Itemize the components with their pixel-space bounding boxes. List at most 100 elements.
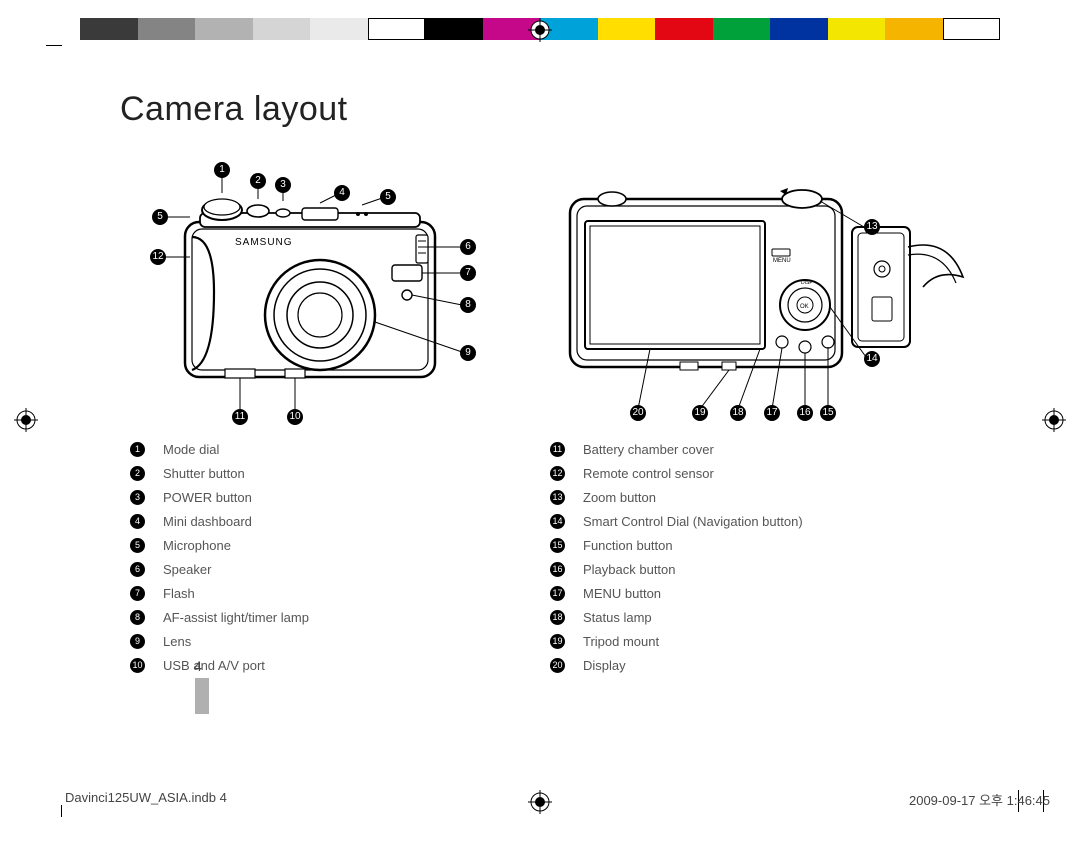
camera-back-drawing: OK DISP MENU <box>550 157 970 427</box>
svg-text:SAMSUNG: SAMSUNG <box>235 237 293 248</box>
legend-item: 15Function button <box>550 533 930 557</box>
registration-mark-left <box>14 408 38 432</box>
legend-number: 13 <box>550 490 565 505</box>
callout-number: 4 <box>334 185 350 201</box>
callout-number: 7 <box>460 265 476 281</box>
legend-item: 4 Mini dashboard <box>130 509 510 533</box>
legend-row: 1Mode dial2Shutter button3POWER button4M… <box>130 437 970 677</box>
color-swatch <box>368 18 426 40</box>
legend-label: Speaker <box>163 562 211 577</box>
legend-number: 8 <box>130 610 145 625</box>
legend-label: MENU button <box>583 586 661 601</box>
legend-number: 6 <box>130 562 145 577</box>
figure-row: SAMSUNG 1 2 3 4 <box>130 157 970 427</box>
legend-item: 11Battery chamber cover <box>550 437 930 461</box>
callout-number: 18 <box>730 405 746 421</box>
crop-line <box>46 45 62 46</box>
svg-text:DISP: DISP <box>801 280 813 286</box>
legend-item: 5 Microphone <box>130 533 510 557</box>
page-number-bar <box>195 678 209 714</box>
legend-number: 4 <box>130 514 145 529</box>
svg-text:MENU: MENU <box>773 258 791 264</box>
legend-label: Microphone <box>163 538 231 553</box>
callout-number: 20 <box>630 405 646 421</box>
callout-number: 15 <box>820 405 836 421</box>
legend-label: Zoom button <box>583 490 656 505</box>
legend-number: 12 <box>550 466 565 481</box>
color-swatch <box>770 18 828 40</box>
legend-label: Function button <box>583 538 673 553</box>
color-swatch <box>80 18 138 40</box>
legend-item: 10 USB and A/V port <box>130 653 510 677</box>
callout-number: 19 <box>692 405 708 421</box>
callout-number: 17 <box>764 405 780 421</box>
callout-number: 12 <box>150 249 166 265</box>
camera-front-drawing: SAMSUNG <box>130 157 510 427</box>
page-title: Camera layout <box>120 90 970 129</box>
legend-label: Mode dial <box>163 442 219 457</box>
legend-label: Playback button <box>583 562 676 577</box>
legend-item: 18Status lamp <box>550 605 930 629</box>
camera-front-figure: SAMSUNG 1 2 3 4 <box>130 157 510 427</box>
legend-label: Tripod mount <box>583 634 659 649</box>
legend-item: 6 Speaker <box>130 557 510 581</box>
legend-item: 13 Zoom button <box>550 485 930 509</box>
legend-number: 9 <box>130 634 145 649</box>
color-swatch <box>195 18 253 40</box>
footer-timestamp: 2009-09-17 오후 1:46:45 <box>909 790 1050 809</box>
legend-label: Mini dashboard <box>163 514 252 529</box>
color-swatch <box>828 18 886 40</box>
legend-number: 2 <box>130 466 145 481</box>
svg-text:OK: OK <box>800 304 809 310</box>
callout-number: 14 <box>864 351 880 367</box>
page-content: Camera layout <box>110 70 970 677</box>
crop-line <box>61 805 62 817</box>
legend-item: 19 Tripod mount <box>550 629 930 653</box>
registration-mark-right <box>1042 408 1066 432</box>
legend-label: Remote control sensor <box>583 466 714 481</box>
color-swatch <box>885 18 943 40</box>
color-swatch <box>425 18 483 40</box>
callout-number: 13 <box>864 219 880 235</box>
callout-number: 9 <box>460 345 476 361</box>
legend-label: USB and A/V port <box>163 658 265 673</box>
legend-item: 12 Remote control sensor <box>550 461 930 485</box>
legend-label: Display <box>583 658 626 673</box>
legend-number: 7 <box>130 586 145 601</box>
legend-item: 8 AF-assist light/timer lamp <box>130 605 510 629</box>
callout-number: 5 <box>380 189 396 205</box>
legend-number: 11 <box>550 442 565 457</box>
callout-number: 10 <box>287 409 303 425</box>
callout-number: 2 <box>250 173 266 189</box>
legend-number: 14 <box>550 514 565 529</box>
legend-number: 3 <box>130 490 145 505</box>
legend-number: 5 <box>130 538 145 553</box>
callout-number: 16 <box>797 405 813 421</box>
legend-label: Smart Control Dial (Navigation button) <box>583 514 803 529</box>
legend-label: Lens <box>163 634 191 649</box>
callout-number: 5 <box>152 209 168 225</box>
legend-number: 19 <box>550 634 565 649</box>
color-swatch <box>943 18 1001 40</box>
camera-back-figure: OK DISP MENU <box>550 157 970 427</box>
legend-number: 18 <box>550 610 565 625</box>
page-number: 4 <box>194 658 202 674</box>
registration-mark-top <box>528 18 552 42</box>
legend-label: AF-assist light/timer lamp <box>163 610 309 625</box>
color-swatch <box>713 18 771 40</box>
legend-number: 16 <box>550 562 565 577</box>
legend-item: 17 MENU button <box>550 581 930 605</box>
color-swatch <box>598 18 656 40</box>
callout-number: 6 <box>460 239 476 255</box>
legend-label: Flash <box>163 586 195 601</box>
legend-item: 2Shutter button <box>130 461 510 485</box>
callout-number: 11 <box>232 409 248 425</box>
legend-item: 14 Smart Control Dial (Navigation button) <box>550 509 930 533</box>
legend-label: POWER button <box>163 490 252 505</box>
registration-mark-bottom <box>528 790 552 814</box>
color-swatch <box>138 18 196 40</box>
legend-number: 10 <box>130 658 145 673</box>
legend-item: 7 Flash <box>130 581 510 605</box>
color-swatch <box>655 18 713 40</box>
legend-number: 17 <box>550 586 565 601</box>
